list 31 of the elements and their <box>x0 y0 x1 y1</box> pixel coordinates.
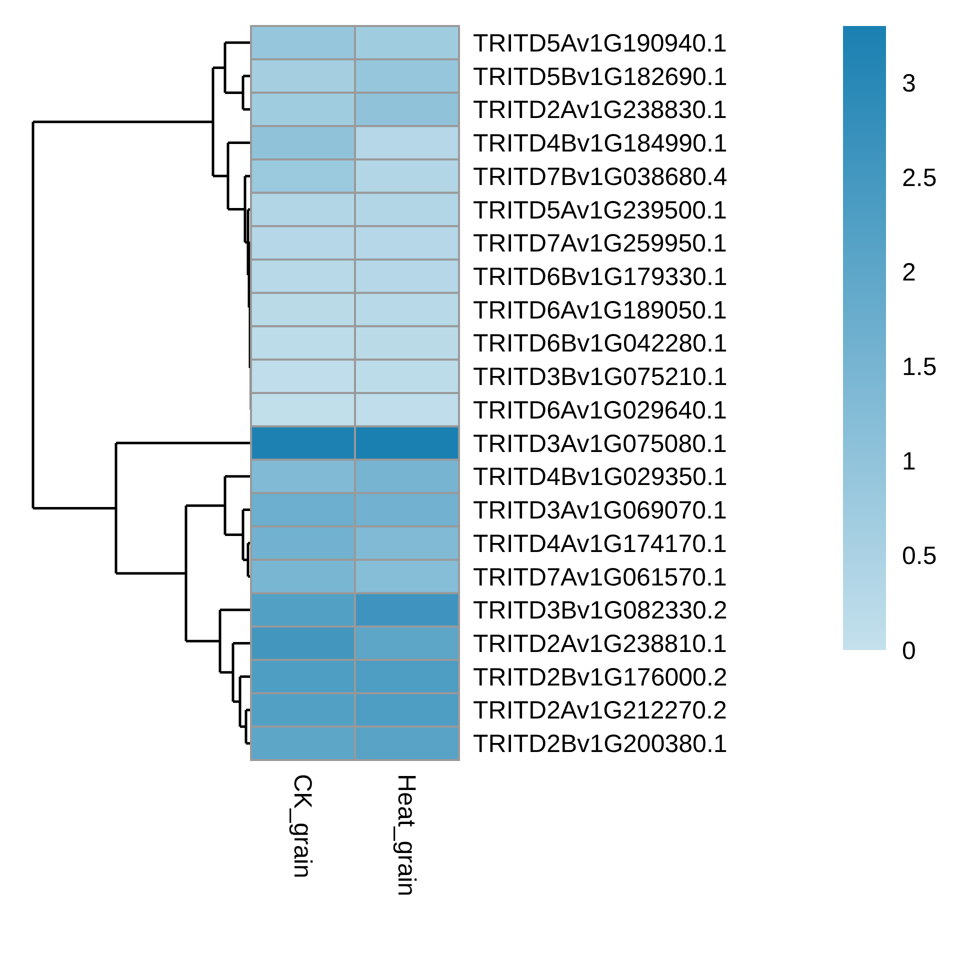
color-bar-label: 0 <box>902 636 916 665</box>
y-tick-label: TRITD4Bv1G029350.1 <box>473 463 728 492</box>
color-bar-label: 1.5 <box>902 353 937 382</box>
x-tick-label: CK_grain <box>288 774 316 878</box>
y-tick-label: TRITD6Av1G189050.1 <box>473 296 727 324</box>
y-tick-label: TRITD6Bv1G179330.1 <box>473 262 728 291</box>
y-tick-label: TRITD7Bv1G038680.4 <box>473 162 728 191</box>
color-bar-label: 3 <box>902 69 916 98</box>
y-tick-label: TRITD7Av1G061570.1 <box>473 563 727 592</box>
y-tick-label: TRITD3Av1G075080.1 <box>473 430 727 458</box>
y-tick-label: TRITD6Av1G029640.1 <box>473 396 727 424</box>
y-tick-label: TRITD3Bv1G075210.1 <box>473 363 728 392</box>
y-tick-label: TRITD2Av1G212270.2 <box>473 696 727 725</box>
y-tick-label: TRITD5Av1G190940.1 <box>473 29 727 58</box>
y-tick-label: TRITD2Av1G238810.1 <box>473 630 727 658</box>
y-tick-label: TRITD2Bv1G176000.2 <box>473 663 728 692</box>
color-bar-label: 0.5 <box>902 542 937 570</box>
y-tick-label: TRITD7Av1G259950.1 <box>473 230 727 258</box>
x-tick-label: Heat_grain <box>392 774 420 896</box>
y-tick-label: TRITD4Bv1G184990.1 <box>473 130 728 158</box>
y-tick-label: TRITD6Bv1G042280.1 <box>473 330 728 358</box>
y-tick-label: TRITD5Bv1G182690.1 <box>473 62 728 91</box>
color-bar-label: 2 <box>902 258 916 287</box>
y-tick-label: TRITD2Bv1G200380.1 <box>473 730 728 758</box>
y-tick-label: TRITD4Av1G174170.1 <box>473 530 727 558</box>
color-bar-label: 1 <box>902 448 916 476</box>
color-bar-label: 2.5 <box>902 164 937 192</box>
y-tick-label: TRITD3Av1G069070.1 <box>473 496 727 525</box>
y-tick-label: TRITD2Av1G238830.1 <box>473 96 727 124</box>
y-tick-label: TRITD5Av1G239500.1 <box>473 196 727 224</box>
y-tick-label: TRITD3Bv1G082330.2 <box>473 596 728 625</box>
